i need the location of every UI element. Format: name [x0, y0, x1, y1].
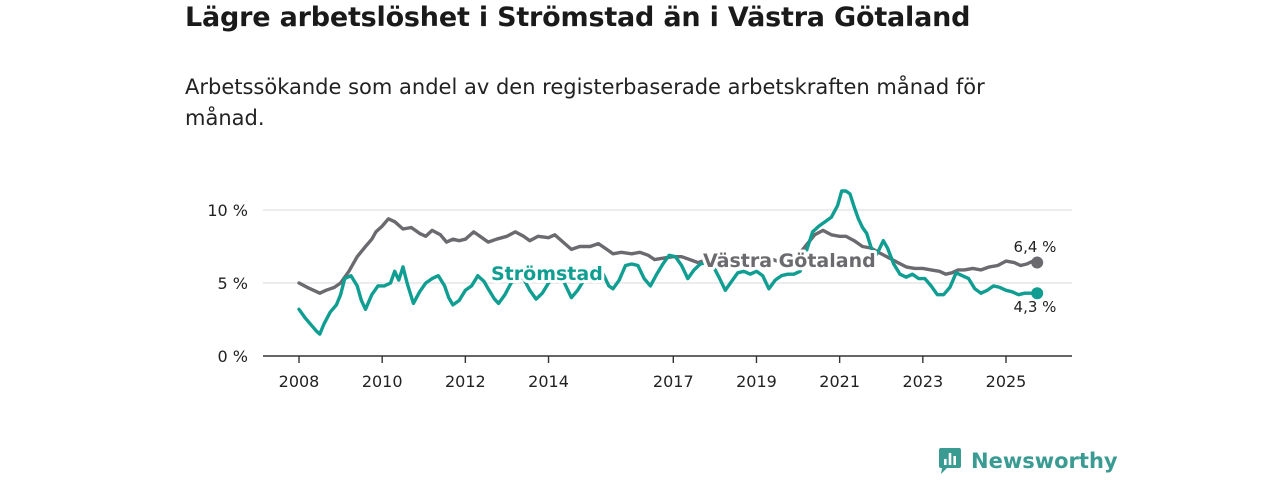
series-line-stromstad	[297, 189, 1039, 336]
y-tick-label: 0 %	[218, 347, 248, 366]
x-tick-label: 2021	[819, 372, 860, 391]
brand-logo[interactable]: Newsworthy	[937, 447, 1118, 475]
x-tick-label: 2012	[445, 372, 486, 391]
axes: 0 % 5 % 10 % 2008 2010 2012 2014 2017 2019 2021 20…	[207, 201, 1072, 391]
end-point-stromstad	[1031, 287, 1044, 300]
end-point-vastra-gotaland	[1031, 256, 1044, 269]
end-value-label-vastra-gotaland: 6,4 %	[1014, 238, 1057, 256]
x-tick-label: 2023	[902, 372, 943, 391]
x-tick-label: 2010	[362, 372, 403, 391]
x-tick-label: 2014	[528, 372, 569, 391]
series-line-vastra-gotaland	[297, 217, 1039, 295]
series-label-stromstad: Strömstad	[491, 263, 603, 285]
x-tick-label: 2017	[653, 372, 694, 391]
labels: Västra Götaland Strömstad 6,4 % 4,3 %	[488, 238, 1057, 316]
x-tick-label: 2025	[986, 372, 1027, 391]
brand-name: Newsworthy	[971, 449, 1118, 473]
series-label-vastra-gotaland: Västra Götaland	[703, 250, 876, 272]
y-tick-label: 5 %	[218, 274, 248, 293]
series-lines	[297, 189, 1044, 336]
x-tick-label: 2019	[736, 372, 777, 391]
chart-title: Lägre arbetslöshet i Strömstad än i Väst…	[185, 2, 971, 33]
grid	[263, 209, 1072, 284]
end-value-label-stromstad: 4,3 %	[1014, 298, 1057, 316]
chart-subtitle: Arbetssökande som andel av den registerb…	[185, 75, 985, 130]
x-tick-label: 2008	[279, 372, 320, 391]
newsworthy-logo-icon	[939, 448, 961, 474]
y-tick-label: 10 %	[207, 201, 248, 220]
